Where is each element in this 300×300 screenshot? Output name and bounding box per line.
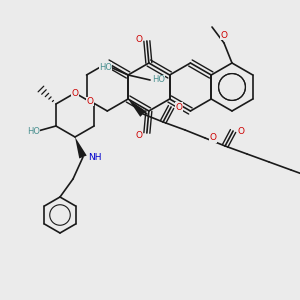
Text: O: O [135,130,142,140]
Text: O: O [87,97,94,106]
Text: HO: HO [152,76,165,85]
Text: O: O [220,31,227,40]
Text: O: O [176,103,183,112]
Text: NH: NH [88,152,101,161]
Text: O: O [238,127,244,136]
Text: O: O [135,34,142,43]
Polygon shape [75,137,87,158]
Text: O: O [71,88,79,98]
Text: O: O [210,134,217,142]
Text: HO: HO [27,127,40,136]
Polygon shape [128,99,146,117]
Text: HO: HO [99,62,112,71]
